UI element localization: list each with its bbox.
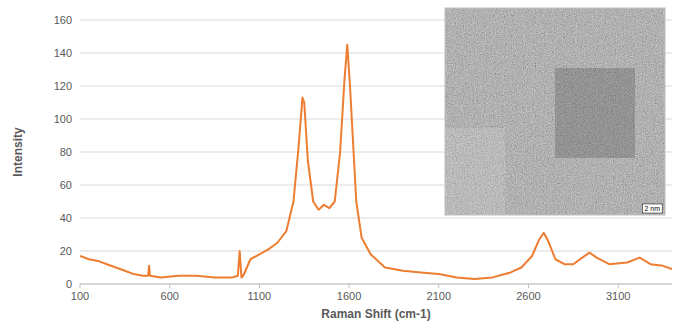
y-tick-label: 60 — [60, 179, 72, 191]
x-tick-label: 3100 — [606, 290, 630, 302]
grid-line — [80, 284, 672, 285]
x-tick — [80, 284, 81, 288]
x-axis-line — [80, 284, 672, 285]
inset-shade — [445, 128, 505, 215]
y-axis-title: Intensity — [11, 127, 25, 177]
grid-line — [80, 218, 672, 219]
y-tick-label: 80 — [60, 146, 72, 158]
scale-bar-label: 2 nm — [644, 205, 660, 212]
x-tick-label: 1600 — [337, 290, 361, 302]
x-tick-label: 600 — [161, 290, 179, 302]
x-tick-label: 2600 — [516, 290, 540, 302]
chart: 0 20 40 60 80 100 120 140 160 100 600 1100 1600 2100 2… — [0, 0, 681, 332]
y-tick-label: 20 — [60, 245, 72, 257]
x-tick — [618, 284, 619, 288]
page: {"chart_data": {"type": "line", "x_label… — [0, 0, 681, 332]
x-tick — [438, 284, 439, 288]
inset-ground — [445, 8, 665, 215]
y-tick-label: 40 — [60, 212, 72, 224]
grid-line — [80, 251, 672, 252]
x-tick-label: 2100 — [427, 290, 451, 302]
scale-bar-box — [642, 204, 662, 213]
x-tick — [169, 284, 170, 288]
y-tick-label: 120 — [54, 80, 72, 92]
x-axis-title: Raman Shift (cm-1) — [321, 307, 430, 321]
y-tick-label: 0 — [66, 278, 72, 290]
x-tick — [349, 284, 350, 288]
background — [0, 0, 681, 332]
x-tick-label: 100 — [71, 290, 89, 302]
y-tick-label: 100 — [54, 113, 72, 125]
inset-shade — [555, 68, 635, 158]
plot-area — [80, 45, 672, 279]
inset-texture — [445, 8, 665, 215]
x-tick-label: 1100 — [248, 290, 272, 302]
y-tick-label: 160 — [54, 14, 72, 26]
x-tick — [528, 284, 529, 288]
inset-frame — [445, 8, 665, 215]
inset-image — [445, 8, 665, 215]
y-tick-label: 140 — [54, 47, 72, 59]
x-tick — [259, 284, 260, 288]
spectrum-line — [80, 45, 672, 279]
